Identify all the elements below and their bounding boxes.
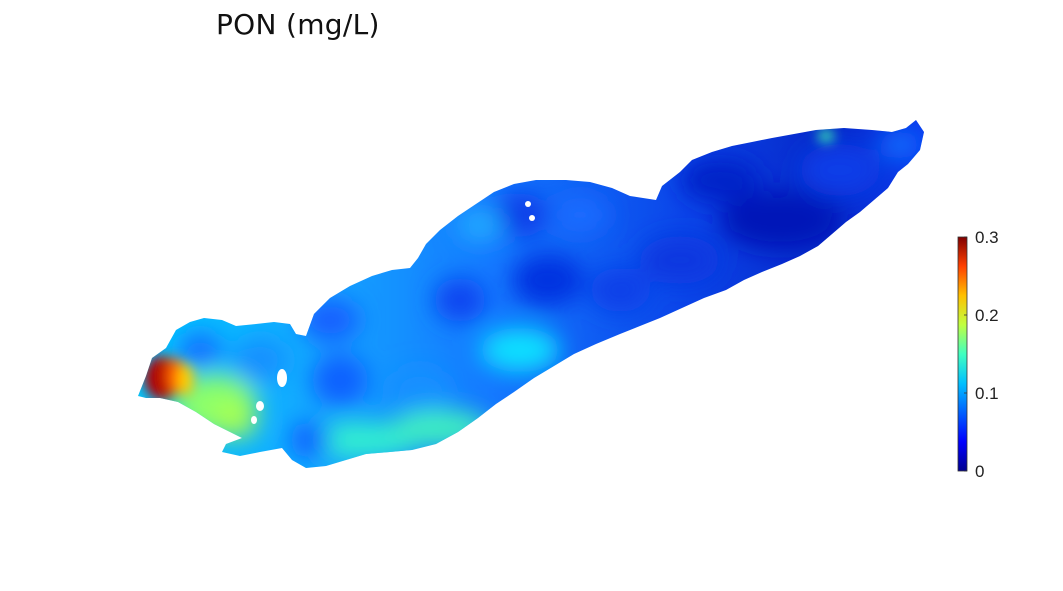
colorbar-ticks: 0 0.1 0.2 0.3 <box>964 228 999 481</box>
colorbar-gradient <box>958 237 967 471</box>
colorbar-tick-label: 0.1 <box>975 384 999 403</box>
colorbar-tick-label: 0.3 <box>975 228 999 247</box>
colorbar-tick-label: 0 <box>975 462 984 481</box>
colorbar-tick-label: 0.2 <box>975 306 999 325</box>
